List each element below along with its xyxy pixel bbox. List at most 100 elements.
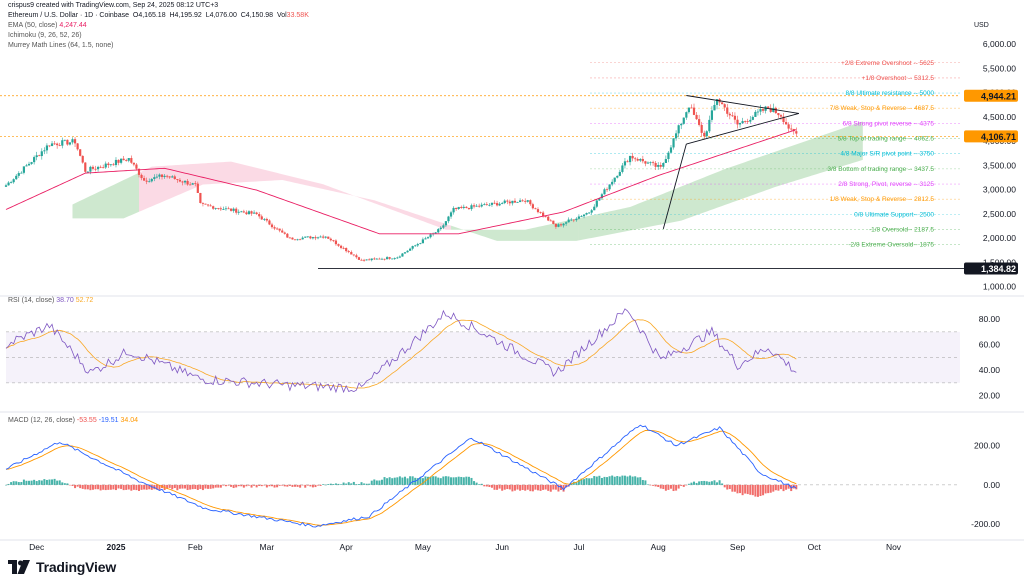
chart-canvas[interactable]: +2/8 Extreme Overshoot -- 5625 +1/8 Overs… [0,0,1024,556]
time-axis-tick: Oct [808,542,822,552]
candle-body [273,227,276,229]
candle-body [654,162,657,167]
macd-histogram-bar [450,477,453,485]
macd-histogram-bar [575,481,578,485]
murrey-line-label: 3/8 Bottom of trading range -- 3437.5 [827,166,934,173]
candle-body [406,250,409,253]
macd-histogram-bar [396,477,399,485]
candle-body [43,150,46,152]
candle-body [316,237,320,239]
ema-50-line [5,129,797,235]
macd-pane [5,424,960,528]
candle-body [322,236,325,238]
macd-histogram-bar [86,484,89,490]
candle-body [314,237,317,239]
macd-histogram-bar [496,484,499,490]
macd-histogram-bar [99,484,102,491]
candle-body [247,211,251,215]
macd-histogram-bar [623,475,626,485]
candle-body [66,139,69,145]
macd-histogram-bar [301,484,304,486]
triangle-upper-line [686,95,799,114]
macd-axis-tick: 0.00 [983,480,1000,490]
macd-histogram-bar [273,484,276,488]
macd-histogram-bar [631,476,634,485]
candle-body [81,155,84,163]
candle-body [534,208,537,210]
macd-histogram-bar [513,484,516,491]
candle-body [744,121,747,122]
candle-body [201,202,205,204]
macd-histogram-bar [22,479,25,485]
macd-histogram-bar [294,484,297,487]
candle-body [570,219,573,221]
macd-histogram-bar [779,484,782,490]
macd-histogram-bar [508,484,511,490]
macd-histogram-bar [598,475,601,485]
candle-body [723,104,726,108]
macd-histogram-bar [53,478,56,485]
ema-legend[interactable]: EMA (50, close) 4,247.44 [8,22,87,29]
candle-body [439,227,442,230]
candle-body [667,152,670,160]
macd-histogram-bar [754,484,757,497]
symbol-title[interactable]: Ethereum / U.S. Dollar · 1D · Coinbase [8,12,129,19]
candle-body [370,258,373,261]
murrey-line-label: 4/8 Major S/R pivot point -- 3750 [840,151,934,158]
candle-body [299,239,302,241]
macd-legend[interactable]: MACD (12, 26, close) -53.55 -19.51 34.04 [8,417,138,424]
candle-body [457,206,460,210]
macd-histogram-bar [363,483,366,485]
price-tag-label: 1,384.82 [981,264,1016,274]
macd-histogram-bar [590,478,593,485]
candle-body [357,257,361,260]
candle-body [181,181,184,183]
candle-body [283,232,286,234]
price-axis-tick: 2,000.00 [983,233,1016,243]
macd-histogram-bar [240,484,243,487]
macd-histogram-bar [130,484,133,491]
macd-histogram-bar [250,484,253,488]
murrey-legend[interactable]: Murrey Math Lines (64, 1.5, none) [8,42,113,49]
candle-body [153,177,156,180]
macd-histogram-bar [135,484,138,491]
macd-histogram-bar [739,484,742,494]
candle-body [465,206,468,209]
rsi-pane [5,308,960,394]
candle-body [544,216,547,218]
macd-histogram-bar [355,484,358,485]
candle-body [178,179,182,182]
ichimoku-legend[interactable]: Ichimoku (9, 26, 52, 26) [8,32,82,39]
rsi-ma-value: 52.72 [75,297,94,304]
macd-histogram-bar [68,484,71,486]
macd-histogram-bar [534,484,537,490]
macd-histogram-bar [306,484,309,486]
candle-body [102,167,105,169]
candle-body [176,179,179,180]
macd-histogram-bar [288,484,291,486]
candle-body [761,109,765,111]
candle-body [311,237,315,239]
macd-histogram-bar [120,484,123,489]
macd-histogram-bar [682,484,685,487]
macd-histogram-bar [705,481,708,485]
close-value: 4,150.98 [245,12,274,19]
candle-body [183,180,187,183]
macd-histogram-bar [618,476,621,485]
macd-histogram-bar [526,484,529,490]
ichimoku-label: Ichimoku (9, 26, 52, 26) [8,32,82,39]
macd-histogram-bar [516,484,519,490]
candle-body [48,145,51,147]
candle-body [89,166,92,172]
candle-body [524,200,527,202]
murrey-line-label: 7/8 Weak, Stop & Reverse -- 4687.5 [830,105,935,112]
macd-histogram-bar [237,484,240,487]
rsi-legend[interactable]: RSI (14, close) 38.70 52.72 [8,297,93,304]
macd-signal-value: 34.04 [120,417,139,424]
candle-body [409,248,412,251]
candle-body [692,107,696,115]
candle-body [623,161,627,166]
candle-body [68,142,72,145]
macd-histogram-bar [173,484,176,489]
macd-histogram-bar [557,484,560,492]
